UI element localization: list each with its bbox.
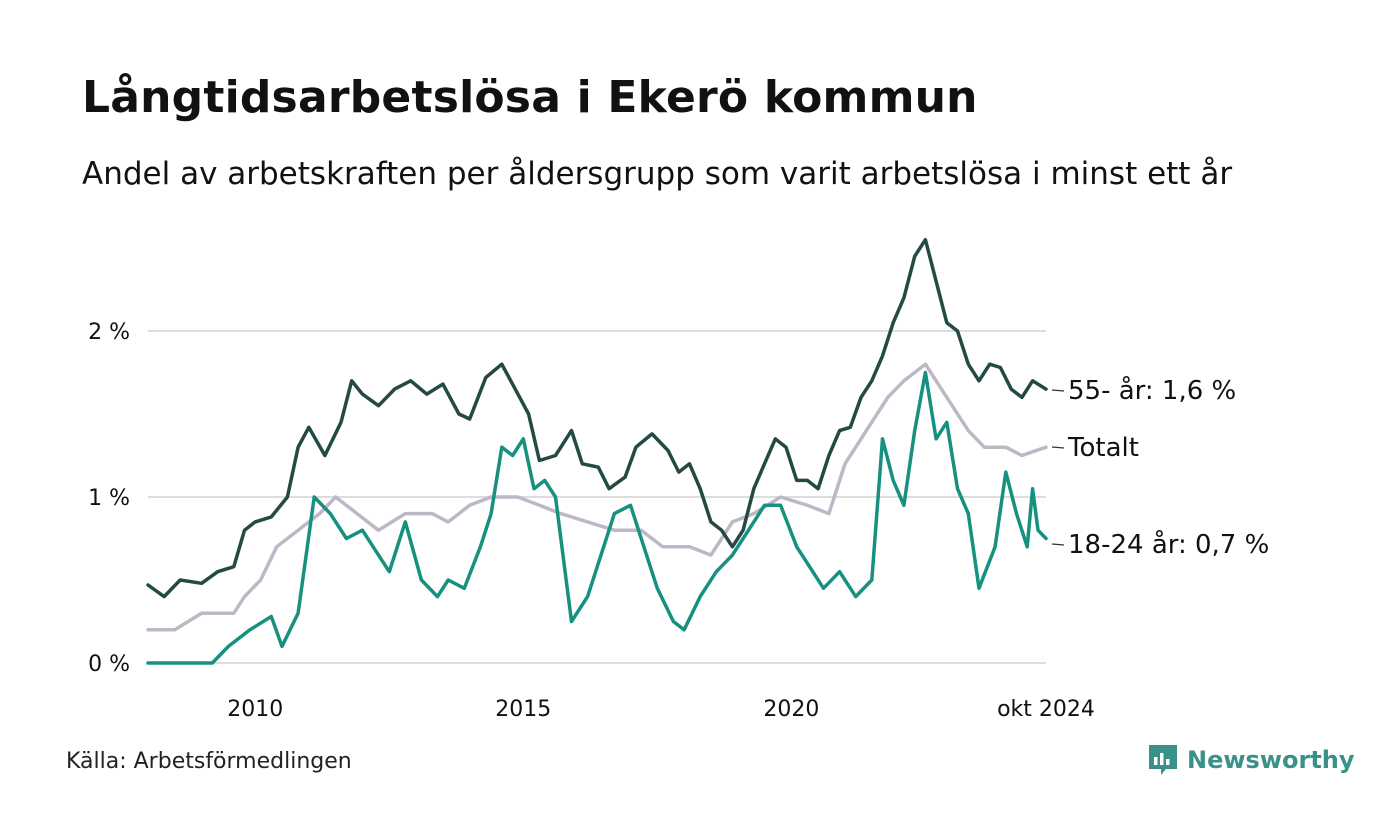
series-end-labels: 55- år: 1,6 % Totalt 18-24 år: 0,7 % — [1051, 375, 1269, 560]
label-leader — [1051, 446, 1065, 449]
grid-lines — [148, 330, 1046, 664]
newsworthy-logo-icon — [1149, 745, 1177, 775]
x-axis-ticks: 2010 2015 2020 okt 2024 — [227, 697, 1095, 722]
series-lines — [146, 237, 1048, 665]
brand-name: Newsworthy — [1187, 746, 1355, 774]
series-line-18-24-r — [146, 370, 1048, 665]
series-end-label: Totalt — [1067, 433, 1139, 463]
x-tick-label: 2015 — [495, 697, 551, 722]
y-axis-ticks: 0 % 1 % 2 % — [88, 320, 130, 677]
y-tick-label: 0 % — [88, 652, 130, 677]
series-end-label: 55- år: 1,6 % — [1068, 375, 1236, 406]
label-leader — [1051, 543, 1065, 546]
series-line-totalt — [146, 362, 1048, 632]
label-leader — [1051, 389, 1065, 392]
brand-logo: Newsworthy — [1147, 742, 1355, 778]
chart-subtitle: Andel av arbetskraften per åldersgrupp s… — [82, 156, 1233, 192]
x-tick-label: okt 2024 — [997, 697, 1095, 722]
series-line-55-r — [146, 237, 1048, 599]
y-tick-label: 1 % — [88, 486, 130, 511]
x-tick-label: 2010 — [227, 697, 283, 722]
x-tick-label: 2020 — [763, 697, 819, 722]
series-end-label: 18-24 år: 0,7 % — [1068, 529, 1269, 560]
source-note: Källa: Arbetsförmedlingen — [66, 749, 352, 774]
y-tick-label: 2 % — [88, 320, 130, 345]
chart-title: Långtidsarbetslösa i Ekerö kommun — [82, 72, 978, 123]
